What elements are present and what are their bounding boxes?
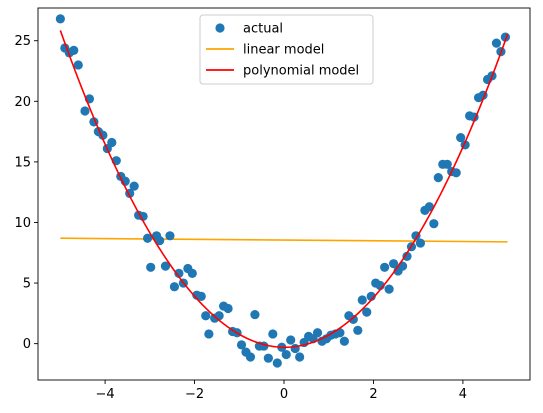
x-tick-label: 4 — [459, 387, 467, 402]
scatter-point — [402, 251, 412, 262]
scatter-point — [456, 133, 466, 143]
scatter-point — [429, 219, 439, 229]
y-tick-label: 25 — [14, 34, 31, 49]
polynomial-model-curve — [59, 30, 509, 349]
scatter-point — [272, 358, 282, 368]
y-tick-label: 20 — [14, 95, 31, 110]
scatter-point — [146, 262, 156, 272]
scatter-point — [160, 261, 171, 271]
scatter-point — [201, 311, 211, 321]
legend: actual linear model polynomial model — [199, 14, 374, 85]
x-tick-label: −2 — [185, 387, 204, 402]
scatter-point — [129, 181, 139, 191]
scatter-point — [388, 259, 399, 269]
scatter-point — [433, 173, 443, 183]
scatter-point — [80, 106, 90, 116]
y-tick-label: 10 — [14, 216, 31, 231]
scatter-point — [357, 295, 367, 305]
x-tick-label: −4 — [96, 387, 115, 402]
scatter-point — [348, 314, 358, 325]
legend-box — [199, 14, 374, 85]
scatter-point — [442, 159, 452, 169]
scatter-point — [312, 328, 323, 338]
scatter-point — [286, 335, 296, 345]
scatter-point — [250, 309, 260, 320]
scatter-point — [353, 325, 363, 335]
scatter-point — [362, 307, 372, 317]
scatter-point — [196, 291, 206, 301]
y-tick-label: 5 — [23, 277, 31, 292]
scatter-point — [380, 262, 390, 272]
scatter-point — [424, 202, 434, 212]
scatter-point — [69, 45, 79, 56]
y-tick-label: 15 — [14, 155, 31, 170]
linear-model-line — [60, 237, 508, 243]
scatter-point — [73, 60, 83, 70]
legend-marker-actual — [215, 23, 225, 33]
scatter-point — [491, 38, 502, 48]
scatter-point — [245, 352, 256, 362]
scatter-point — [415, 238, 426, 248]
scatter-point — [263, 353, 273, 363]
scatter-point — [155, 236, 165, 246]
data-layer — [55, 14, 510, 368]
y-tick-label: 0 — [23, 337, 31, 352]
scatter-point — [295, 352, 305, 362]
scatter-point — [223, 303, 233, 314]
x-tick-label: 0 — [280, 387, 288, 402]
scatter-point — [281, 349, 291, 360]
scatter-point — [397, 261, 408, 271]
scatter-point — [174, 268, 184, 278]
scatter-point — [339, 336, 349, 346]
scatter-point — [165, 231, 175, 241]
scatter-point — [55, 14, 65, 24]
scatter-point — [236, 340, 247, 350]
axes-layer: −4 −2 0 2 4 0 5 10 15 20 25 — [14, 7, 531, 402]
legend-label: polynomial model — [243, 64, 359, 79]
scatter-point — [169, 282, 180, 292]
scatter-point — [107, 137, 117, 148]
legend-label: actual — [243, 22, 283, 37]
scatter-point — [138, 211, 148, 222]
scatter-point — [204, 329, 214, 339]
scatter-point — [451, 168, 461, 178]
scatter-point — [384, 284, 394, 294]
scatter-point — [142, 233, 153, 243]
x-tick-label: 2 — [369, 387, 377, 402]
legend-label: linear model — [243, 43, 324, 58]
scatter-point — [187, 268, 197, 278]
scatter-point — [268, 329, 278, 339]
scatter-point — [214, 311, 224, 321]
